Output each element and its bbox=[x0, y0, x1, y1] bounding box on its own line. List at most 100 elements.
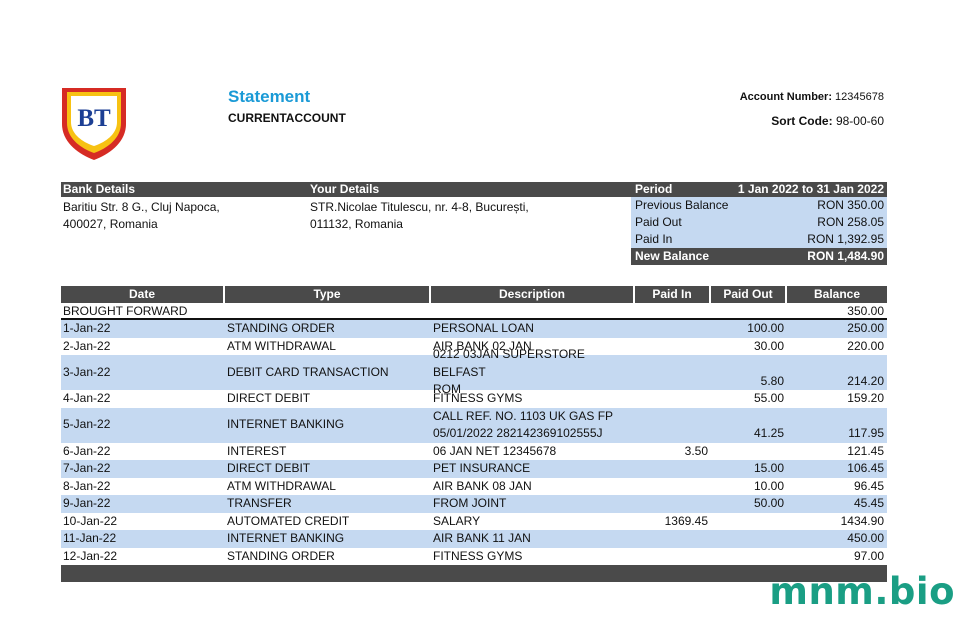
cell-type: ATM WITHDRAWAL bbox=[227, 338, 336, 353]
period-summary: Period 1 Jan 2022 to 31 Jan 2022 Previou… bbox=[631, 182, 887, 265]
customer-address-line2: 011132, Romania bbox=[310, 217, 403, 231]
cell-paid-in bbox=[635, 320, 711, 338]
cell-paid-in: 1369.45 bbox=[664, 513, 708, 528]
cell-date: 9-Jan-22 bbox=[63, 496, 111, 510]
period-row: Period 1 Jan 2022 to 31 Jan 2022 bbox=[631, 182, 887, 197]
period-label: Period bbox=[635, 182, 673, 196]
cell-date: 11-Jan-22 bbox=[63, 531, 117, 545]
cell-paid-in bbox=[635, 338, 711, 356]
cell-paid-out: 41.25 bbox=[753, 426, 784, 440]
table-footer bbox=[61, 565, 887, 582]
previous-balance-value: RON 350.00 bbox=[817, 198, 884, 212]
cell-date: 10-Jan-22 bbox=[63, 513, 118, 528]
description-line: FITNESS GYMS bbox=[433, 391, 523, 405]
cell-description: 0212 03JAN SUPERSTORE BELFAST ROM bbox=[431, 347, 635, 396]
bank-logo-icon: BT bbox=[62, 88, 126, 160]
cell-description: FITNESS GYMS bbox=[431, 390, 635, 408]
description-line: AIR BANK 08 JAN bbox=[433, 478, 532, 493]
new-balance-row: New Balance RON 1,484.90 bbox=[631, 248, 887, 265]
description-line: ROM bbox=[433, 382, 461, 397]
cell-type: DEBIT CARD TRANSACTION bbox=[227, 364, 389, 379]
table-row: 3-Jan-22 DEBIT CARD TRANSACTION 0212 03JAN… bbox=[61, 347, 887, 396]
description-line: SALARY bbox=[433, 513, 481, 528]
cell-paid-out bbox=[711, 513, 787, 531]
cell-type: INTERNET BANKING bbox=[227, 531, 345, 545]
cell-type: STANDING ORDER bbox=[227, 548, 335, 563]
statement-title: Statement bbox=[228, 87, 311, 106]
brought-forward-balance: 350.00 bbox=[847, 304, 884, 318]
cell-paid-in bbox=[635, 390, 711, 408]
table-row: 6-Jan-22 INTEREST 06 JAN NET 12345678 3.50 1… bbox=[61, 443, 887, 461]
table-row: 10-Jan-22 AUTOMATED CREDIT SALARY 1369.45 14… bbox=[61, 513, 887, 531]
table-row: 4-Jan-22 DIRECT DEBIT FITNESS GYMS 55.00 159… bbox=[61, 390, 887, 408]
table-row: 9-Jan-22 TRANSFER FROM JOINT 50.00 45.45 bbox=[61, 495, 887, 513]
transactions-table: Date Type Description Paid In Paid Out B… bbox=[61, 286, 887, 582]
cell-paid-out: 15.00 bbox=[753, 461, 784, 475]
paid-in-row: Paid In RON 1,392.95 bbox=[631, 231, 887, 248]
sort-code: Sort Code: 98-00-60 bbox=[771, 114, 884, 128]
bank-address-line1: Baritiu Str. 8 G., Cluj Napoca, bbox=[63, 200, 220, 214]
cell-paid-out: 55.00 bbox=[753, 391, 784, 405]
description-line: 0212 03JAN SUPERSTORE BELFAST bbox=[433, 347, 585, 379]
previous-balance-label: Previous Balance bbox=[635, 198, 729, 212]
cell-paid-out: 5.80 bbox=[760, 373, 784, 388]
cell-balance: 106.45 bbox=[847, 461, 884, 475]
column-header-paid-out: Paid Out bbox=[711, 286, 787, 303]
account-number: Account Number: 12345678 bbox=[740, 92, 884, 103]
cell-paid-out: 50.00 bbox=[753, 496, 784, 510]
cell-type: INTERNET BANKING bbox=[227, 417, 345, 432]
table-header: Date Type Description Paid In Paid Out B… bbox=[61, 286, 887, 303]
cell-balance: 97.00 bbox=[853, 548, 884, 563]
cell-date: 5-Jan-22 bbox=[63, 417, 111, 432]
cell-type: TRANSFER bbox=[227, 496, 292, 510]
cell-description: SALARY bbox=[431, 513, 635, 531]
paid-out-row: Paid Out RON 258.05 bbox=[631, 214, 887, 231]
previous-balance-row: Previous Balance RON 350.00 bbox=[631, 197, 887, 214]
cell-description: 06 JAN NET 12345678 bbox=[431, 443, 635, 461]
cell-paid-in bbox=[635, 408, 711, 443]
cell-paid-out bbox=[711, 443, 787, 461]
table-row: 1-Jan-22 STANDING ORDER PERSONAL LOAN 100.0… bbox=[61, 320, 887, 338]
table-row: 5-Jan-22 INTERNET BANKING CALL REF. NO. 11… bbox=[61, 407, 887, 443]
cell-date: 2-Jan-22 bbox=[63, 338, 111, 353]
cell-balance: 450.00 bbox=[847, 531, 884, 545]
cell-paid-in bbox=[635, 355, 711, 390]
cell-paid-out: 10.00 bbox=[753, 478, 784, 493]
cell-balance: 220.00 bbox=[847, 338, 884, 353]
account-number-value: 12345678 bbox=[835, 91, 884, 103]
paid-in-label: Paid In bbox=[635, 232, 673, 246]
cell-paid-in bbox=[635, 548, 711, 566]
description-line: 06 JAN NET 12345678 bbox=[433, 443, 557, 458]
cell-paid-out: 30.00 bbox=[753, 338, 784, 353]
new-balance-value: RON 1,484.90 bbox=[807, 249, 884, 263]
cell-paid-out bbox=[711, 530, 787, 548]
cell-paid-in bbox=[635, 530, 711, 548]
customer-address-line1: STR.Nicolae Titulescu, nr. 4-8, Bucureșt… bbox=[310, 200, 529, 214]
brought-forward-row: BROUGHT FORWARD 350.00 bbox=[61, 303, 887, 320]
cell-type: ATM WITHDRAWAL bbox=[227, 478, 336, 493]
cell-paid-in: 3.50 bbox=[684, 443, 708, 458]
logo-text: BT bbox=[77, 105, 111, 132]
description-line: PET INSURANCE bbox=[433, 461, 531, 475]
cell-balance: 45.45 bbox=[853, 496, 884, 510]
cell-description: FROM JOINT bbox=[431, 495, 635, 513]
table-row: 2-Jan-22 ATM WITHDRAWAL AIR BANK 02 JAN 30.… bbox=[61, 338, 887, 356]
cell-balance: 96.45 bbox=[853, 478, 884, 493]
cell-description: AIR BANK 02 JAN bbox=[431, 338, 635, 356]
cell-date: 7-Jan-22 bbox=[63, 461, 111, 475]
cell-description: PERSONAL LOAN bbox=[431, 320, 635, 338]
cell-description: PET INSURANCE bbox=[431, 460, 635, 478]
cell-balance: 214.20 bbox=[847, 373, 884, 388]
table-row: 11-Jan-22 INTERNET BANKING AIR BANK 11 JAN… bbox=[61, 530, 887, 548]
period-value: 1 Jan 2022 to 31 Jan 2022 bbox=[737, 182, 884, 196]
new-balance-label: New Balance bbox=[635, 249, 710, 263]
cell-balance: 117.95 bbox=[848, 426, 884, 440]
cell-date: 3-Jan-22 bbox=[63, 364, 111, 379]
table-row: 12-Jan-22 STANDING ORDER FITNESS GYMS 97.00 bbox=[61, 548, 887, 566]
cell-date: 8-Jan-22 bbox=[63, 478, 111, 493]
description-line: PERSONAL LOAN bbox=[433, 321, 534, 335]
table-row: 7-Jan-22 DIRECT DEBIT PET INSURANCE 15.00 10… bbox=[61, 460, 887, 478]
description-line: CALL REF. NO. 1103 UK GAS FP bbox=[433, 408, 614, 423]
cell-paid-out bbox=[711, 548, 787, 566]
paid-out-label: Paid Out bbox=[635, 215, 682, 229]
